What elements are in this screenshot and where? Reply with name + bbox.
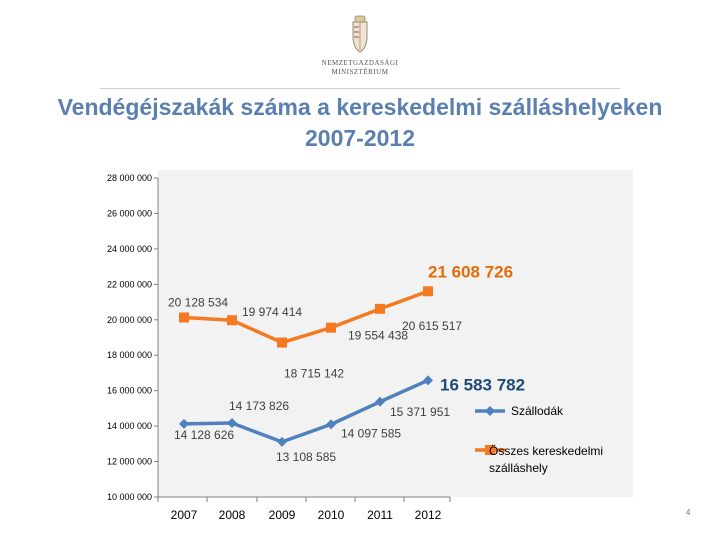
legend-marker-total <box>485 445 495 455</box>
y-tick-label: 26 000 000 <box>107 208 152 218</box>
data-point-total <box>423 286 433 297</box>
x-tick-label: 2009 <box>269 508 296 522</box>
data-point-hotels <box>375 396 385 407</box>
x-tick-label: 2010 <box>318 508 345 522</box>
y-tick-label: 28 000 000 <box>107 173 152 183</box>
coat-of-arms-icon <box>352 15 368 53</box>
ministry-logo: NEMZETGAZDASÁGI MINISZTÉRIUM <box>300 14 420 80</box>
page-number: 4 <box>686 508 691 517</box>
y-tick-label: 24 000 000 <box>107 244 152 254</box>
data-point-total <box>277 337 287 348</box>
y-tick-label: 16 000 000 <box>107 386 152 396</box>
data-point-total <box>227 315 237 326</box>
data-point-total <box>375 303 385 314</box>
y-tick-label: 18 000 000 <box>107 350 152 360</box>
data-point-hotels <box>277 436 287 447</box>
data-label-total: 20 128 534 <box>168 295 228 309</box>
legend-marker-hotels <box>485 406 495 416</box>
x-tick-label: 2012 <box>415 508 442 522</box>
x-tick-label: 2007 <box>171 508 198 522</box>
chart-title-line2: 2007-2012 <box>305 125 415 151</box>
y-tick-label: 22 000 000 <box>107 279 152 289</box>
data-point-total <box>179 312 189 323</box>
series-line-total <box>183 289 429 345</box>
data-label-hotels: 14 097 585 <box>341 426 401 440</box>
x-tick-label: 2011 <box>367 508 393 522</box>
header-divider <box>100 88 620 89</box>
data-label-total: 21 608 726 <box>428 262 513 281</box>
legend-label-total-line2: szálláshely <box>489 461 548 475</box>
data-label-hotels: 14 128 626 <box>174 428 234 442</box>
data-point-hotels <box>179 418 189 429</box>
data-label-hotels: 13 108 585 <box>276 450 336 464</box>
plot-area <box>158 170 633 497</box>
chart-title-line1: Vendégéjszakák száma a kereskedelmi szál… <box>57 94 663 120</box>
y-tick-label: 10 000 000 <box>107 492 152 502</box>
legend-label-hotels: Szállodák <box>511 404 564 418</box>
data-point-hotels <box>227 418 237 429</box>
data-point-hotels <box>423 375 433 386</box>
y-tick-label: 12 000 000 <box>107 457 152 467</box>
logo-text-line2: MINISZTÉRIUM <box>331 68 389 76</box>
data-point-total <box>326 322 336 333</box>
data-label-hotels: 15 371 951 <box>390 405 450 419</box>
legend-label-total-line1: Összes kereskedelmi <box>489 444 603 458</box>
x-tick-label: 2008 <box>219 508 246 522</box>
series-line-hotels <box>183 378 429 444</box>
data-label-hotels: 16 583 782 <box>440 375 525 394</box>
data-label-hotels: 14 173 826 <box>229 399 289 413</box>
data-label-total: 19 974 414 <box>242 305 302 319</box>
data-label-total: 18 715 142 <box>284 367 344 381</box>
logo-text-line1: NEMZETGAZDASÁGI <box>321 59 399 67</box>
data-point-hotels <box>326 419 336 430</box>
data-label-total: 20 615 517 <box>402 319 462 333</box>
y-tick-label: 14 000 000 <box>107 421 152 431</box>
y-tick-label: 20 000 000 <box>107 315 152 325</box>
data-label-total: 19 554 438 <box>348 329 408 343</box>
